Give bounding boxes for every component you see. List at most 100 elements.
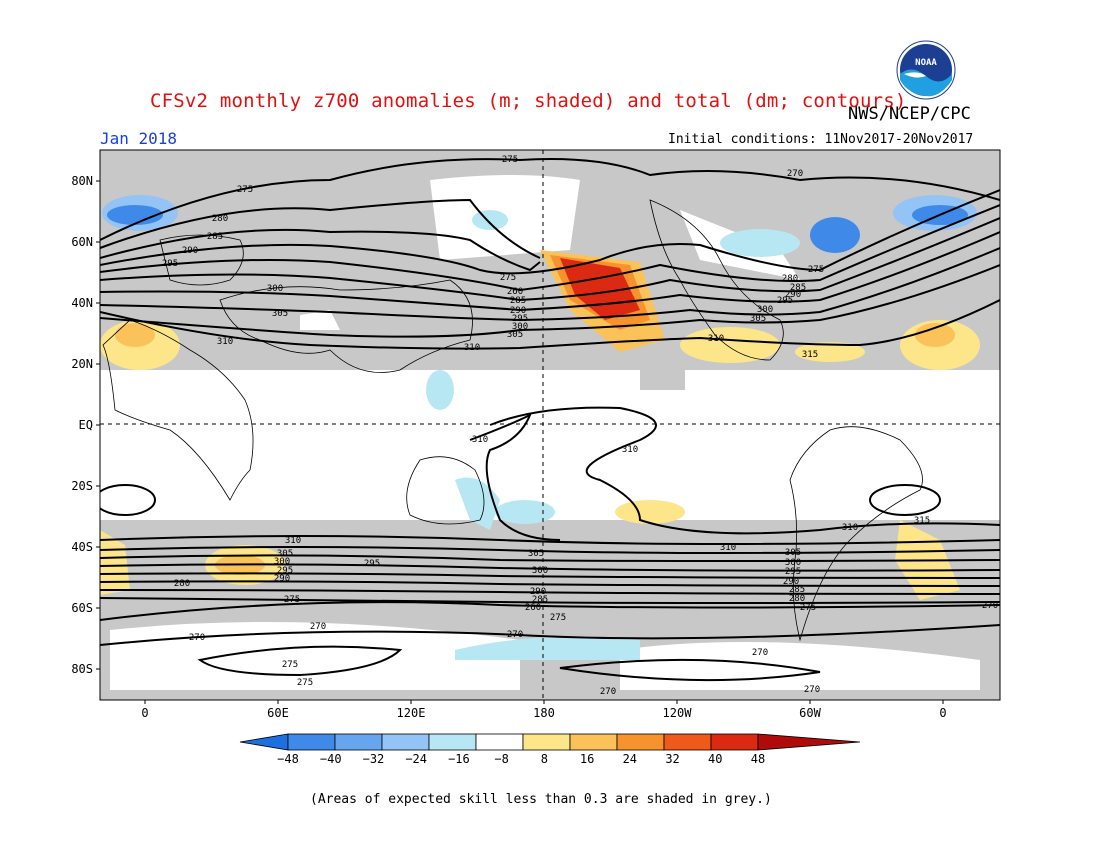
initial-conditions: Initial conditions: 11Nov2017-20Nov2017 — [668, 132, 974, 147]
svg-text:290: 290 — [785, 290, 801, 300]
svg-text:310: 310 — [708, 334, 724, 344]
colorbar-swatch — [428, 733, 477, 751]
skill-footnote: (Areas of expected skill less than 0.3 a… — [310, 792, 772, 807]
lat-label: EQ — [79, 418, 93, 432]
svg-text:310: 310 — [622, 445, 638, 455]
colorbar-swatch — [287, 733, 336, 751]
colorbar-tick-label: 24 — [623, 752, 637, 766]
colorbar-swatch — [522, 733, 571, 751]
svg-text:295: 295 — [785, 567, 801, 577]
colorbar-tick-label: 8 — [541, 752, 548, 766]
svg-text:275: 275 — [808, 265, 824, 275]
colorbar-tick-label: 16 — [580, 752, 594, 766]
svg-text:270: 270 — [310, 622, 326, 632]
height-contours — [100, 158, 1000, 682]
colorbar-tick-label: 32 — [665, 752, 679, 766]
svg-text:305: 305 — [785, 548, 801, 558]
svg-text:295: 295 — [364, 559, 380, 569]
colorbar-tick-label: 48 — [751, 752, 765, 766]
svg-text:300: 300 — [267, 284, 283, 294]
svg-text:275: 275 — [502, 155, 518, 165]
svg-text:270: 270 — [600, 687, 616, 697]
svg-text:285: 285 — [532, 595, 548, 605]
lon-label: 60E — [267, 706, 289, 720]
svg-text:305: 305 — [750, 314, 766, 324]
latitude-labels: 80N 60N 40N 20N EQ 20S 40S 60S 80S — [71, 174, 93, 676]
lon-label: 60W — [799, 706, 821, 720]
svg-text:260: 260 — [525, 603, 541, 613]
colorbar-tick-label: −16 — [448, 752, 470, 766]
svg-text:280: 280 — [212, 214, 228, 224]
lon-label: 0 — [141, 706, 148, 720]
svg-text:270: 270 — [982, 601, 998, 611]
svg-text:285: 285 — [790, 283, 806, 293]
svg-text:295: 295 — [512, 314, 528, 324]
svg-text:275: 275 — [550, 613, 566, 623]
colorbar-swatch — [381, 733, 430, 751]
svg-text:280: 280 — [174, 579, 190, 589]
svg-text:305: 305 — [272, 309, 288, 319]
svg-text:260: 260 — [507, 287, 523, 297]
svg-text:310: 310 — [285, 536, 301, 546]
svg-text:300: 300 — [512, 322, 528, 332]
colorbar-tick-label: −48 — [277, 752, 299, 766]
svg-text:270: 270 — [189, 633, 205, 643]
lon-label: 120W — [663, 706, 693, 720]
svg-text:290: 290 — [182, 246, 198, 256]
svg-text:310: 310 — [720, 543, 736, 553]
svg-text:305: 305 — [277, 549, 293, 559]
colorbar-tick-label: −32 — [363, 752, 385, 766]
lat-label: 20N — [71, 357, 93, 371]
svg-text:290: 290 — [510, 306, 526, 316]
svg-text:270: 270 — [804, 685, 820, 695]
colorbar-swatch — [710, 733, 759, 751]
svg-text:300: 300 — [785, 558, 801, 568]
lat-label: 80S — [71, 662, 93, 676]
lat-label: 20S — [71, 479, 93, 493]
lat-label: 40S — [71, 540, 93, 554]
logo-text: NOAA — [915, 58, 937, 68]
svg-text:310: 310 — [217, 337, 233, 347]
chart-title: CFSv2 monthly z700 anomalies (m; shaded)… — [150, 90, 907, 112]
svg-text:270: 270 — [787, 169, 803, 179]
forecast-month: Jan 2018 — [100, 129, 178, 148]
svg-text:290: 290 — [530, 587, 546, 597]
colorbar-tick-label: −24 — [405, 752, 427, 766]
lon-label: 180 — [533, 706, 555, 720]
lat-label: 40N — [71, 296, 93, 310]
svg-text:310: 310 — [842, 523, 858, 533]
lon-label: 120E — [397, 706, 426, 720]
coastlines — [102, 199, 923, 642]
svg-text:280: 280 — [789, 594, 805, 604]
lat-label: 60S — [71, 601, 93, 615]
agency-label: NWS/NCEP/CPC — [848, 104, 971, 124]
colorbar: −48 −40 −32 −24 −16 −8 8 16 24 32 40 48 — [239, 733, 861, 766]
svg-text:275: 275 — [282, 660, 298, 670]
svg-text:290: 290 — [783, 577, 799, 587]
svg-text:300: 300 — [274, 557, 290, 567]
svg-text:275: 275 — [284, 595, 300, 605]
colorbar-swatch — [663, 733, 712, 751]
lon-label: 0 — [939, 706, 946, 720]
svg-text:275: 275 — [237, 185, 253, 195]
svg-text:285: 285 — [510, 296, 526, 306]
colorbar-tick-label: −8 — [494, 752, 508, 766]
colorbar-left-arrow — [239, 733, 289, 751]
longitude-labels: 0 60E 120E 180 120W 60W 0 — [141, 706, 946, 720]
svg-text:295: 295 — [277, 566, 293, 576]
svg-text:305: 305 — [528, 549, 544, 559]
latitude-ticks — [96, 180, 100, 670]
svg-text:275: 275 — [297, 678, 313, 688]
svg-text:305: 305 — [507, 330, 523, 340]
svg-text:275: 275 — [800, 603, 816, 613]
svg-text:315: 315 — [802, 350, 818, 360]
noaa-logo-icon: NOAA — [896, 40, 956, 100]
colorbar-swatch — [616, 733, 665, 751]
colorbar-tick-label: −40 — [320, 752, 342, 766]
contour-labels: 275 270 275 280 285 290 295 300 305 310 … — [162, 155, 998, 697]
svg-text:285: 285 — [789, 585, 805, 595]
svg-text:310: 310 — [464, 343, 480, 353]
svg-text:280: 280 — [782, 274, 798, 284]
svg-text:285: 285 — [207, 232, 223, 242]
